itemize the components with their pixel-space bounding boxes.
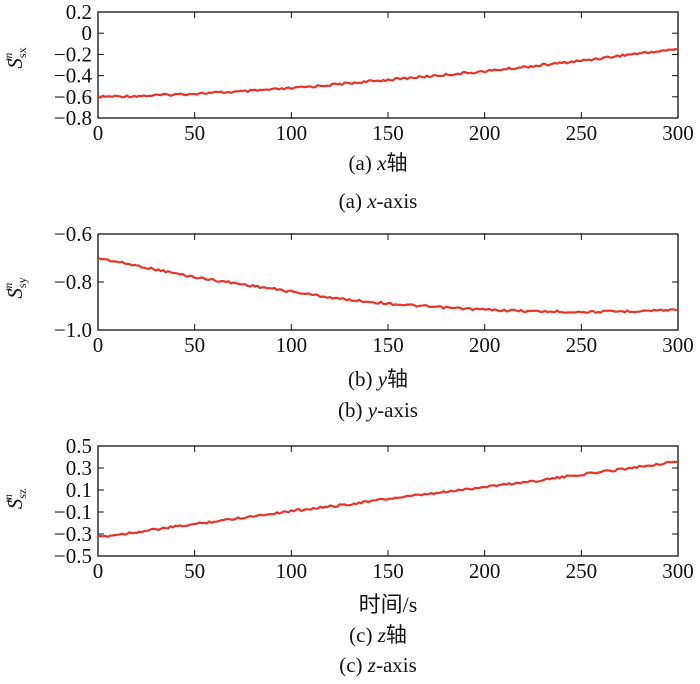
x-tick-label: 100: [276, 333, 308, 357]
y-tick-label: −0.8: [54, 270, 92, 294]
x-tick-label: 200: [469, 333, 501, 357]
series-line-1: [97, 48, 679, 99]
x-tick-label: 200: [469, 559, 501, 583]
caption-en: (c) z-axis: [339, 653, 417, 677]
y-axis-label: Ssxm: [1, 47, 29, 68]
x-tick-label: 200: [469, 121, 501, 145]
caption-cn: (c) z轴: [349, 623, 407, 647]
x-axis-label: 时间/s: [359, 592, 418, 617]
x-tick-label: 50: [184, 333, 205, 357]
y-tick-label: −0.4: [54, 64, 93, 88]
x-tick-label: 250: [566, 121, 598, 145]
caption-en: (a) x-axis: [339, 189, 418, 213]
y-axis-label: Sszm: [1, 489, 29, 510]
x-tick-label: 50: [184, 559, 205, 583]
x-tick-label: 0: [93, 333, 104, 357]
y-tick-label: −0.6: [54, 85, 92, 109]
series-line-3: [97, 460, 678, 538]
caption-en: (b) y-axis: [338, 398, 418, 422]
y-tick-label: −0.1: [54, 500, 92, 524]
y-tick-label: −0.8: [54, 106, 92, 130]
x-tick-label: 150: [372, 121, 404, 145]
caption-cn: (a) x轴: [349, 151, 408, 175]
x-tick-label: 0: [93, 559, 104, 583]
x-tick-label: 0: [93, 121, 104, 145]
y-tick-label: −0.6: [54, 222, 92, 246]
plot-frame-3: [97, 445, 679, 557]
x-tick-label: 300: [662, 559, 694, 583]
x-tick-label: 50: [184, 121, 205, 145]
x-tick-label: 100: [276, 121, 308, 145]
x-tick-label: 250: [566, 333, 598, 357]
plot-frame-2: [97, 233, 679, 331]
y-tick-label: 0.5: [66, 434, 92, 458]
x-tick-label: 300: [662, 121, 694, 145]
plot-frame-1: [97, 11, 679, 119]
series-line-2: [97, 256, 679, 314]
y-tick-label: −0.2: [54, 42, 92, 66]
y-tick-label: −0.5: [54, 544, 92, 568]
x-tick-label: 250: [566, 559, 598, 583]
x-tick-label: 150: [372, 559, 404, 583]
y-axis-label: Ssym: [1, 277, 29, 298]
x-tick-label: 100: [276, 559, 308, 583]
y-tick-label: −0.3: [54, 522, 92, 546]
caption-cn: (b) y轴: [348, 367, 408, 391]
y-tick-label: −1.0: [54, 318, 92, 342]
x-tick-label: 150: [372, 333, 404, 357]
y-tick-label: 0.1: [66, 478, 92, 502]
y-tick-label: 0: [82, 21, 93, 45]
y-tick-label: 0.2: [66, 0, 92, 24]
x-tick-label: 300: [662, 333, 694, 357]
y-tick-label: 0.3: [66, 456, 92, 480]
